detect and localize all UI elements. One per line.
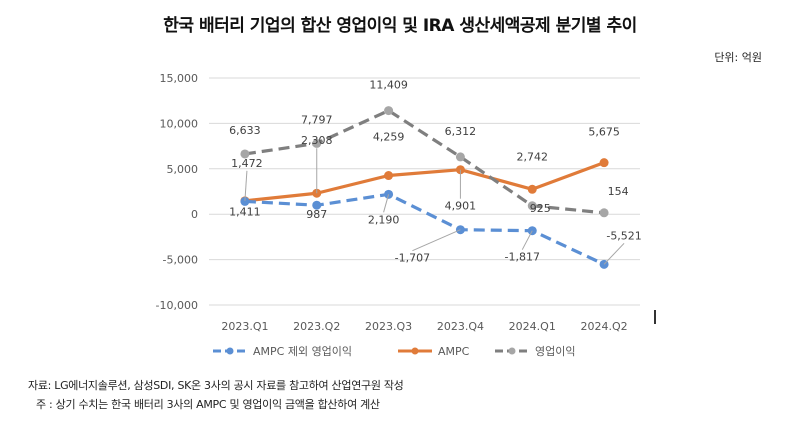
data-label: -5,521 [606,229,641,242]
x-tick-label: 2023.Q2 [293,320,340,333]
data-point [312,200,322,210]
legend-item: AMPC 제외 영업이익 [213,345,352,358]
data-point [240,149,250,159]
x-tick-label: 2023.Q1 [221,320,268,333]
x-tick-label: 2023.Q4 [437,320,484,333]
data-label: 4,901 [445,200,477,213]
data-label: 987 [306,208,327,221]
data-label: 1,472 [231,157,263,170]
series-line [244,161,605,203]
x-axis-ticks: 2023.Q1 2023.Q2 2023.Q3 2023.Q4 2024.Q1 2024.… [221,320,627,333]
data-point [455,152,465,162]
y-tick-label: 10,000 [160,117,199,130]
leader-line [383,194,390,213]
x-tick-label: 2024.Q2 [581,320,628,333]
data-point [527,184,537,194]
leader-line [521,230,533,250]
data-label: 6,633 [229,124,261,137]
data-point [384,106,394,116]
leader-line [244,170,248,201]
y-tick-label: 0 [191,208,198,221]
data-label: -1,817 [505,251,540,264]
data-label: 4,259 [373,131,405,144]
series-line [244,109,605,215]
chart-title: 한국 배터리 기업의 합산 영업이익 및 IRA 생산세액공제 분기별 추이 [163,16,637,36]
gridlines [209,77,640,306]
y-tick-label: -5,000 [163,254,198,267]
legend-label: 영업이익 [535,345,575,358]
source-note: 자료: LG에너지솔루션, 삼성SDI, SK온 3사의 공시 자료를 참고하여… [28,379,404,392]
y-tick-label: 15,000 [160,72,199,85]
data-point [384,171,394,181]
legend-label: AMPC 제외 영업이익 [253,345,352,358]
data-labels: 1,411 987 2,190 -1,707 -1,817 -5,521 1,472 2,30… [229,79,642,265]
data-label: 7,797 [301,113,333,126]
data-label: 2,742 [517,150,549,163]
y-axis-ticks: 15,000 10,000 5,000 0 -5,000 -10,000 [156,72,198,312]
data-label: 2,308 [301,134,333,147]
x-tick-label: 2023.Q3 [365,320,412,333]
legend-label: AMPC [438,345,470,358]
data-label: -1,707 [395,252,430,265]
data-label: 154 [608,185,629,198]
legend-marker [508,347,516,355]
leader-line [603,242,625,265]
legend-item: 영업이익 [495,345,575,358]
leader-line [412,229,461,252]
legend-marker [226,347,234,355]
remark-note: 주 : 상기 수치는 한국 배터리 3사의 AMPC 및 영업이익 금액을 합산… [36,398,380,411]
legend-marker [411,347,419,355]
series-lines [240,106,609,269]
data-label: 11,409 [369,79,408,92]
data-label: 5,675 [588,126,620,139]
cursor-marker [654,310,656,324]
data-label: 6,312 [445,125,477,138]
data-label: 1,411 [229,205,261,218]
data-point [599,158,609,168]
y-tick-label: 5,000 [167,163,199,176]
legend: AMPC 제외 영업이익 AMPC 영업이익 [213,345,575,358]
unit-label: 단위: 억원 [714,51,762,64]
data-point [599,208,609,218]
data-label: 2,190 [368,213,400,226]
data-point [240,196,250,206]
data-label: 925 [530,202,551,215]
data-point [527,201,537,211]
y-tick-label: -10,000 [156,299,198,312]
data-point [312,138,322,148]
series-line [244,192,605,266]
legend-item: AMPC [398,345,470,358]
x-tick-label: 2024.Q1 [509,320,556,333]
